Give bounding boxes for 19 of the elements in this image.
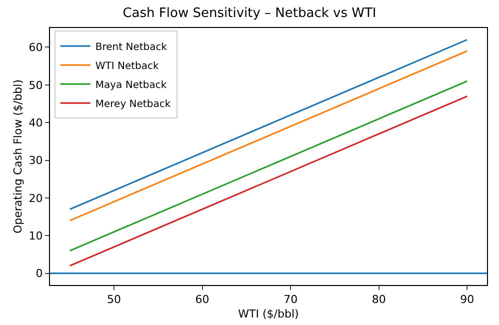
y-tick-label: 50 (28, 78, 43, 92)
x-tick-label: 50 (107, 293, 122, 306)
y-tick-label: 20 (28, 192, 43, 205)
x-tick-label: 60 (195, 293, 210, 306)
y-tick-label: 0 (36, 267, 43, 280)
y-axis-title: Operating Cash Flow ($/bbl) (11, 79, 24, 234)
legend-label: Merey Netback (95, 98, 171, 110)
y-tick-label: 30 (28, 154, 43, 168)
x-tick-label: 80 (372, 293, 386, 306)
x-tick-label: 70 (284, 293, 298, 306)
x-tick-label: 90 (460, 293, 474, 306)
y-tick-label: 40 (28, 116, 43, 130)
y-tick-label: 60 (28, 41, 43, 54)
x-axis-title: WTI ($/bbl) (238, 307, 299, 320)
chart-title: Cash Flow Sensitivity – Netback vs WTI (122, 6, 376, 22)
legend-label: Brent Netback (95, 42, 168, 53)
legend-label: WTI Netback (95, 60, 160, 72)
legend-label: Maya Netback (95, 80, 167, 91)
y-tick-label: 10 (28, 229, 43, 242)
